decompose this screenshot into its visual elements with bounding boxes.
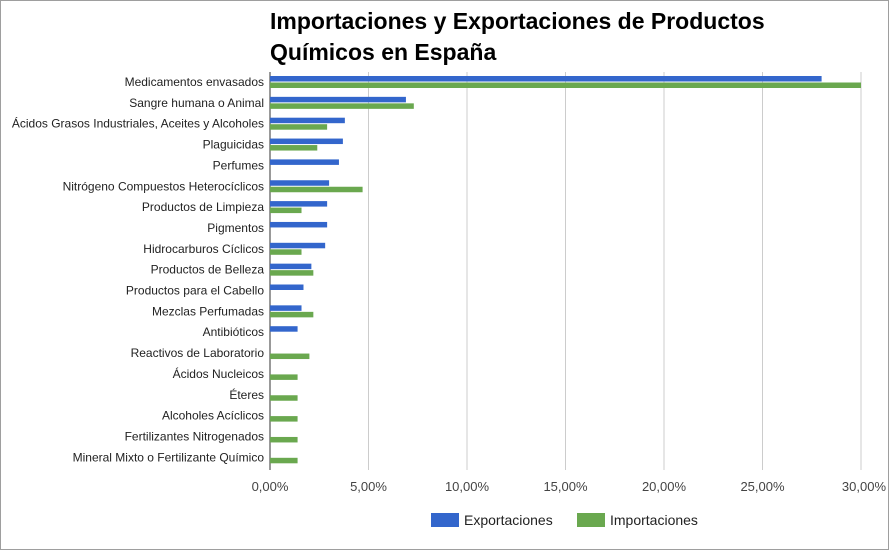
- bar-exportaciones: [270, 305, 302, 311]
- category-label: Productos de Belleza: [151, 263, 265, 277]
- category-label: Ácidos Grasos Industriales, Aceites y Al…: [12, 116, 264, 131]
- legend: Exportaciones Importaciones: [431, 512, 698, 528]
- category-label: Productos para el Cabello: [126, 284, 264, 298]
- bars: [270, 76, 861, 464]
- category-label: Reactivos de Laboratorio: [131, 346, 265, 360]
- legend-swatch: [577, 513, 605, 527]
- bar-importaciones: [270, 145, 318, 151]
- x-tick-label: 5,00%: [350, 479, 387, 494]
- category-label: Antibióticos: [203, 325, 264, 339]
- category-label: Productos de Limpieza: [142, 200, 264, 214]
- category-label: Sangre humana o Animal: [129, 96, 264, 110]
- category-label: Hidrocarburos Cíclicos: [143, 242, 264, 256]
- category-label: Nitrógeno Compuestos Heterocíclicos: [63, 179, 264, 193]
- legend-swatch: [431, 513, 459, 527]
- bar-exportaciones: [270, 326, 298, 332]
- bar-exportaciones: [270, 284, 304, 290]
- category-label: Pigmentos: [207, 221, 264, 235]
- bar-exportaciones: [270, 221, 328, 228]
- x-tick-label: 20,00%: [642, 479, 687, 494]
- x-tick-label: 10,00%: [445, 479, 490, 494]
- bar-importaciones: [270, 311, 314, 318]
- category-label: Mezclas Perfumadas: [152, 304, 264, 318]
- category-label: Éteres: [229, 387, 264, 402]
- category-label: Plaguicidas: [203, 138, 264, 152]
- bar-importaciones: [270, 103, 414, 109]
- bar-exportaciones: [270, 242, 326, 249]
- category-label: Perfumes: [213, 158, 264, 172]
- bar-exportaciones: [270, 159, 339, 165]
- bar-exportaciones: [270, 76, 822, 82]
- bar-importaciones: [270, 270, 314, 276]
- bar-exportaciones: [270, 201, 328, 207]
- bar-importaciones: [270, 436, 298, 443]
- gridlines: [269, 72, 862, 470]
- bar-importaciones: [270, 457, 298, 464]
- bar-exportaciones: [270, 138, 343, 145]
- category-label: Ácidos Nucleicos: [173, 366, 264, 381]
- bar-exportaciones: [270, 180, 330, 186]
- chart-title: Importaciones y Exportaciones de Product…: [270, 8, 765, 65]
- category-label: Medicamentos envasados: [125, 75, 264, 89]
- category-label: Fertilizantes Nitrogenados: [125, 429, 264, 443]
- legend-label: Importaciones: [610, 512, 698, 528]
- bar-importaciones: [270, 82, 861, 88]
- bar-exportaciones: [270, 96, 406, 103]
- bar-importaciones: [270, 353, 310, 360]
- category-label: Mineral Mixto o Fertilizante Químico: [73, 450, 265, 464]
- bar-importaciones: [270, 416, 298, 422]
- x-tick-label: 0,00%: [252, 479, 289, 494]
- x-tick-label: 25,00%: [740, 479, 785, 494]
- bar-importaciones: [270, 207, 302, 214]
- bar-importaciones: [270, 249, 302, 255]
- bar-exportaciones: [270, 117, 345, 124]
- bar-importaciones: [270, 186, 363, 193]
- legend-label: Exportaciones: [464, 512, 553, 528]
- x-tick-label: 15,00%: [543, 479, 588, 494]
- category-label: Alcoholes Acíclicos: [162, 409, 264, 423]
- bar-importaciones: [270, 124, 328, 130]
- x-tick-labels: 0,00% 5,00% 10,00% 15,00% 20,00% 25,00% 30,00%: [252, 479, 887, 494]
- bar-importaciones: [270, 395, 298, 401]
- bar-importaciones: [270, 374, 298, 380]
- category-labels: Medicamentos envasados Sangre humana o An…: [12, 75, 264, 464]
- x-tick-label: 30,00%: [842, 479, 887, 494]
- bar-exportaciones: [270, 263, 312, 270]
